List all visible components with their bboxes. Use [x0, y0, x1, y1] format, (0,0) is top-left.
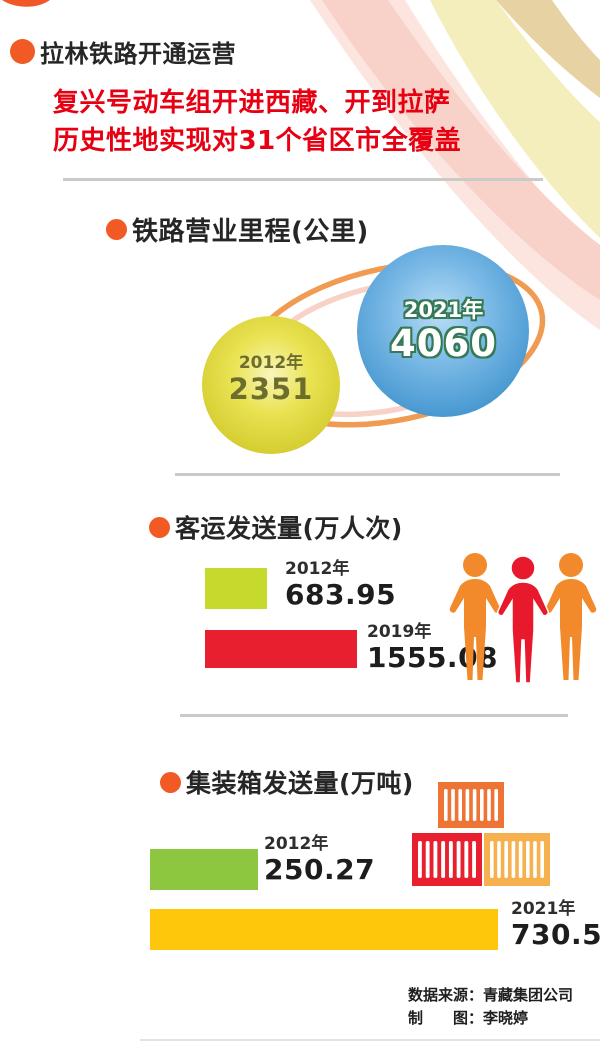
bullet-icon	[106, 218, 127, 240]
containers-2012-year: 2012年	[264, 834, 329, 854]
slogan-line1: 复兴号动车组开进西藏、开到拉萨	[53, 88, 451, 118]
bubble-2012-year: 2012年	[238, 353, 304, 373]
page-title: 拉林铁路开通运营	[40, 40, 236, 68]
container-icon-red	[412, 833, 482, 886]
containers-2021-year: 2021年	[511, 899, 576, 919]
bubble-2021	[357, 245, 529, 417]
containers-label-2021: 2021年 730.55	[511, 899, 600, 950]
slogan-line2: 历史性地实现对31个省区市全覆盖	[53, 126, 462, 156]
containers-bar-2012	[150, 849, 258, 890]
bubble-2012-value: 2351	[228, 372, 314, 406]
section-heading-passengers: 客运发送量(万人次)	[149, 512, 403, 543]
passengers-2019-year: 2019年	[367, 622, 432, 642]
mileage-heading: 铁路营业里程(公里)	[132, 216, 369, 247]
bubble-label-2021: 2021年 4060	[356, 297, 531, 363]
section-heading-mileage: 铁路营业里程(公里)	[106, 214, 369, 247]
passengers-2012-value: 683.95	[285, 578, 397, 611]
containers-2021-value: 730.55	[511, 918, 600, 951]
divider	[180, 714, 568, 717]
passengers-bar-2019	[205, 630, 357, 668]
bubble-2021-value: 4060	[390, 322, 497, 365]
divider	[63, 178, 543, 181]
bottom-divider	[140, 1039, 600, 1041]
people-icon	[449, 553, 597, 684]
slogan: 复兴号动车组开进西藏、开到拉萨 历史性地实现对31个省区市全覆盖	[53, 84, 461, 160]
divider	[175, 473, 560, 476]
data-source: 数据来源：青藏集团公司	[408, 986, 574, 1004]
bullet-icon	[149, 516, 170, 538]
mileage-bubble-chart	[202, 245, 546, 454]
section-heading-containers: 集装箱发送量(万吨)	[160, 767, 414, 798]
bubble-2021-year: 2021年	[403, 298, 484, 322]
passengers-bar-2012	[205, 568, 267, 609]
page-title-row: 拉林铁路开通运营	[10, 37, 236, 68]
passengers-label-2019: 2019年 1555.08	[367, 622, 498, 673]
passengers-heading: 客运发送量(万人次)	[175, 514, 403, 543]
passengers-label-2012: 2012年 683.95	[285, 559, 396, 610]
container-icon-orange	[438, 782, 504, 828]
passengers-2012-year: 2012年	[285, 559, 350, 579]
passengers-2019-value: 1555.08	[367, 641, 499, 674]
bullet-icon	[10, 39, 35, 64]
chart-author: 制 图：李晓婷	[408, 1009, 529, 1027]
containers-label-2012: 2012年 250.27	[264, 834, 375, 885]
bubble-2012	[202, 316, 340, 454]
containers-heading: 集装箱发送量(万吨)	[186, 769, 414, 798]
container-icon-amber	[484, 833, 550, 886]
containers-bar-2021	[150, 909, 498, 950]
bubble-label-2012: 2012年 2351	[196, 353, 346, 404]
corner-swoosh-decoration	[2, 0, 50, 7]
containers-2012-value: 250.27	[264, 853, 376, 886]
bullet-icon	[160, 771, 181, 793]
credits: 数据来源：青藏集团公司 制 图：李晓婷	[408, 984, 573, 1030]
